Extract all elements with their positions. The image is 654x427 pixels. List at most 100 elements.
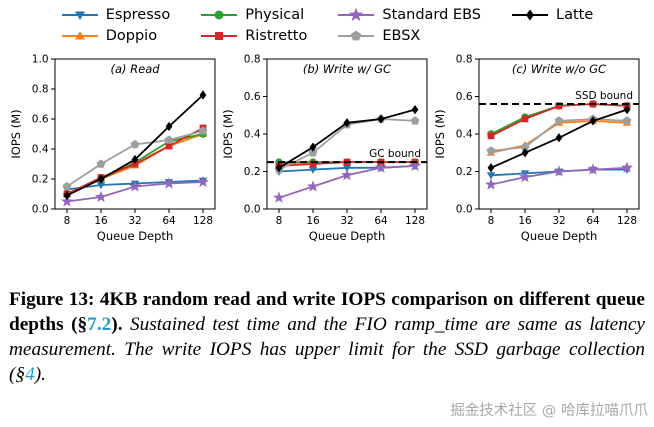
pentagon-marker-point <box>96 159 106 168</box>
figure-caption: Figure 13: 4KB random read and write IOP… <box>9 287 645 387</box>
y-tick-label: 0.6 <box>456 91 473 103</box>
section-4-link[interactable]: 4 <box>25 364 35 386</box>
triangle-up-marker-icon <box>61 31 98 40</box>
pentagon-marker-point <box>486 146 496 155</box>
star-marker-point <box>587 163 599 175</box>
diamond-marker-point <box>131 154 139 165</box>
x-tick-label: 8 <box>488 215 495 227</box>
star-marker-point <box>341 169 353 181</box>
diamond-marker-point <box>555 133 563 143</box>
y-axis-label: IOPS (M) <box>433 109 447 158</box>
legend-item-doppio: Doppio <box>61 28 170 44</box>
diamond-marker-point <box>411 105 419 115</box>
triangle-down-marker-point <box>96 182 106 190</box>
series-standard-ebs <box>61 175 209 207</box>
x-tick-label: 32 <box>552 215 565 227</box>
legend-item-physical: Physical <box>200 7 307 23</box>
legend-label: Latte <box>556 7 594 23</box>
y-tick-label: 0.6 <box>244 91 261 103</box>
x-tick-label: 64 <box>374 215 388 227</box>
pentagon-marker-point <box>410 116 420 125</box>
bound-label: SSD bound <box>575 90 633 102</box>
diamond-marker-point <box>275 163 283 173</box>
circle-marker-icon <box>201 10 238 20</box>
legend-item-ristretto: Ristretto <box>200 28 307 44</box>
y-tick-label: 0.6 <box>32 114 49 126</box>
x-tick-label: 32 <box>128 215 141 227</box>
diamond-marker-point <box>63 190 71 201</box>
legend-label: Doppio <box>105 28 158 44</box>
caption-note: Sustained test time and the FIO ramp_tim… <box>9 314 645 385</box>
pentagon-marker-point <box>351 30 362 41</box>
square-marker-point <box>521 115 529 123</box>
plot-border <box>54 58 216 210</box>
legend-column: Espresso Doppio <box>61 7 170 44</box>
star-marker-point <box>375 161 387 173</box>
x-tick-label: 64 <box>162 215 176 227</box>
star-marker-point <box>163 177 175 189</box>
chart-legend: Espresso Doppio Physical Ristretto Standard … <box>0 0 654 44</box>
diamond-marker-point <box>343 118 351 128</box>
legend-label: Physical <box>245 7 305 23</box>
triangle-up-marker-point <box>74 31 85 40</box>
circle-marker-point <box>214 10 224 20</box>
charts-row: 0.0 0.2 0.4 0.6 0.8 1.0 8 16 32 64 128 (a) Read IOPS… <box>0 49 654 247</box>
square-marker-point <box>555 102 563 110</box>
legend-column: Latte <box>511 7 593 23</box>
watermark: 掘金技术社区 @ 哈库拉喵爪爪 <box>450 403 648 419</box>
legend-label: Ristretto <box>245 28 308 44</box>
y-tick-label: 0.2 <box>456 166 473 178</box>
star-marker-point <box>95 190 107 203</box>
series-latte <box>487 105 631 173</box>
y-axis-label: IOPS (M) <box>221 109 235 158</box>
pentagon-marker-point <box>130 139 140 149</box>
diamond-marker-point <box>487 163 495 173</box>
triangle-down-marker-point <box>486 172 496 180</box>
square-marker-point <box>165 142 173 150</box>
x-tick-label: 64 <box>586 215 600 227</box>
section-7-2-link[interactable]: 7.2 <box>87 314 112 336</box>
caption-heading: Figure 13: 4KB random read and write IOP… <box>9 289 645 335</box>
y-tick-label: 0.4 <box>244 129 261 141</box>
star-marker-point <box>519 170 531 183</box>
square-marker-point <box>487 132 495 140</box>
y-tick-label: 0.2 <box>32 174 49 186</box>
bound-label: GC bound <box>369 148 421 160</box>
pentagon-marker-point <box>554 116 564 125</box>
star-marker-point <box>621 161 633 173</box>
chart-title: (a) Read <box>110 62 160 76</box>
x-axis-label: Queue Depth <box>97 229 173 243</box>
legend-label: Standard EBS <box>382 7 481 23</box>
legend-item-espresso: Espresso <box>61 7 170 23</box>
series-standard-ebs <box>485 161 633 190</box>
x-tick-label: 32 <box>340 215 353 227</box>
diamond-marker-icon <box>512 9 548 21</box>
caption-heading-text: Figure 13: 4KB random read and write IOP… <box>9 289 645 336</box>
diamond-marker-point <box>165 121 173 132</box>
legend-item-latte: Latte <box>511 7 593 23</box>
x-tick-label: 128 <box>405 215 425 227</box>
diamond-marker-point <box>377 114 385 124</box>
x-axis-label: Queue Depth <box>521 229 597 243</box>
legend-column: Standard EBS EBSX <box>337 7 481 44</box>
y-tick-label: 1.0 <box>32 54 49 66</box>
x-tick-label: 16 <box>306 215 320 227</box>
pentagon-marker-point <box>520 142 530 151</box>
caption-note-text: Sustained test time and the FIO ramp_tim… <box>9 314 645 386</box>
square-marker-point <box>309 160 317 168</box>
star-marker-point <box>409 159 421 171</box>
x-tick-label: 128 <box>617 215 637 227</box>
pentagon-marker-point <box>622 116 632 125</box>
chart-write-no-gc: 0.0 0.2 0.4 0.6 0.8 8 16 32 64 128 SSD bound (c) Wr… <box>433 54 640 243</box>
y-tick-label: 0.8 <box>244 54 261 66</box>
legend-label: Espresso <box>105 7 171 23</box>
diamond-marker-point <box>623 105 631 115</box>
caption-heading-end: ). <box>111 314 123 336</box>
legend-item-standard-ebs: Standard EBS <box>337 7 481 23</box>
plot-border <box>266 58 428 210</box>
x-tick-label: 16 <box>518 215 532 227</box>
diamond-marker-point <box>589 116 597 126</box>
x-tick-label: 16 <box>94 215 108 227</box>
y-tick-label: 0.8 <box>32 84 49 96</box>
